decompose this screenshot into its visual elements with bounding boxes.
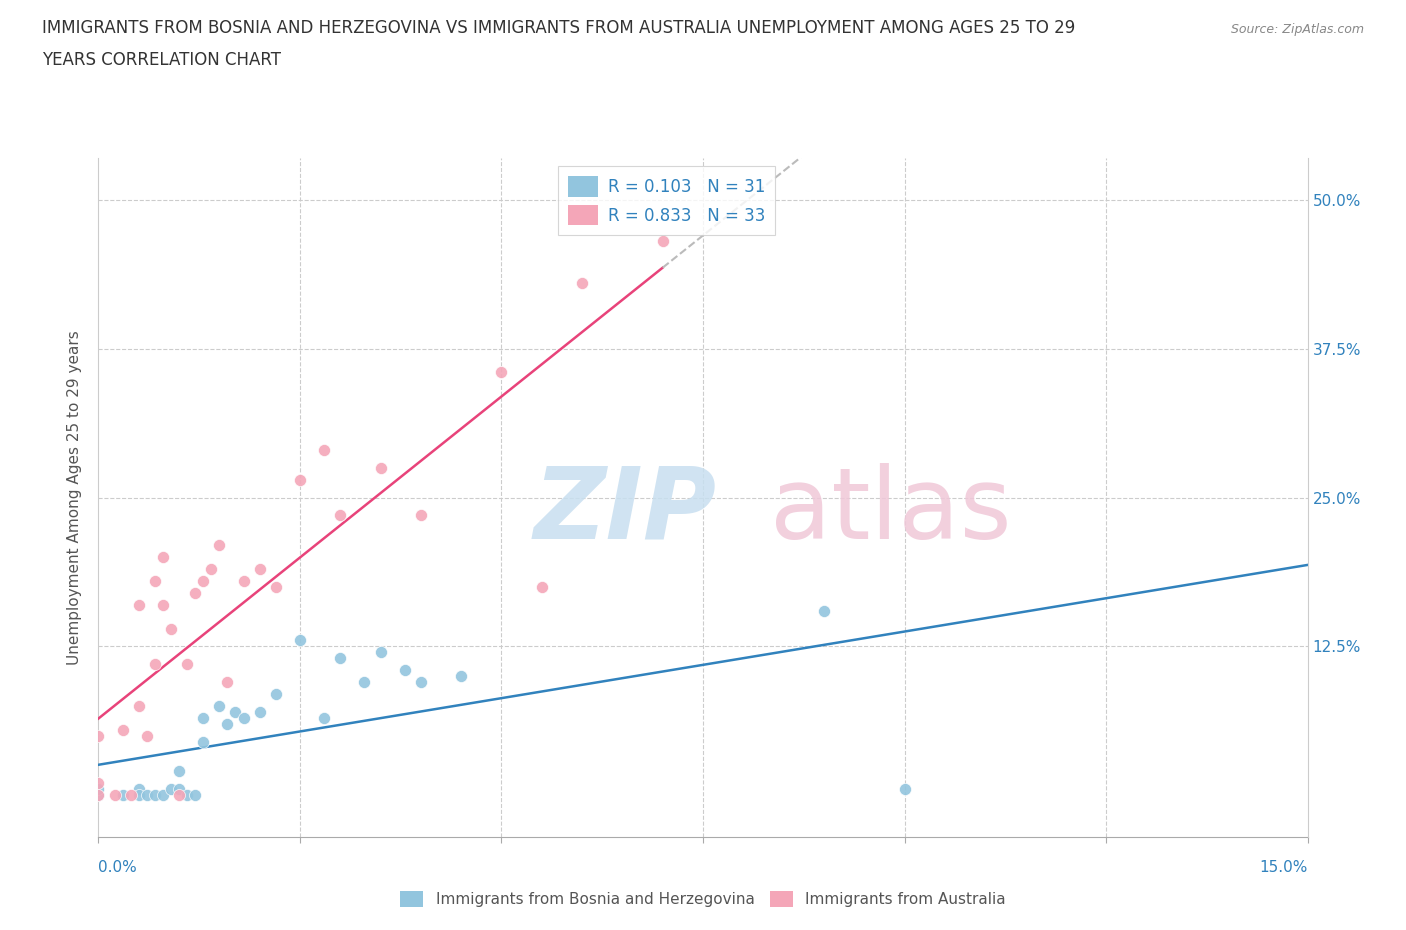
Point [87, 728, 110, 743]
Point [208, 538, 231, 552]
Text: atlas: atlas [769, 462, 1011, 560]
Point [143, 788, 166, 803]
Point [288, 633, 311, 648]
Point [232, 711, 254, 725]
Point [264, 579, 287, 594]
Point [530, 579, 553, 594]
Text: IMMIGRANTS FROM BOSNIA AND HERZEGOVINA VS IMMIGRANTS FROM AUSTRALIA UNEMPLOYMENT: IMMIGRANTS FROM BOSNIA AND HERZEGOVINA V… [42, 19, 1076, 36]
Point [217, 716, 239, 731]
Point [87, 788, 110, 803]
Point [264, 686, 287, 701]
Text: YEARS CORRELATION CHART: YEARS CORRELATION CHART [42, 51, 281, 69]
Text: ZIP: ZIP [534, 462, 717, 560]
Point [87, 782, 110, 797]
Point [87, 776, 110, 790]
Point [128, 782, 150, 797]
Point [167, 764, 190, 779]
Point [813, 604, 835, 618]
Point [394, 663, 416, 678]
Point [370, 644, 392, 659]
Point [111, 723, 134, 737]
Point [167, 788, 190, 803]
Point [152, 788, 174, 803]
Point [893, 782, 915, 797]
Point [249, 705, 271, 720]
Point [409, 508, 432, 523]
Point [314, 443, 336, 458]
Point [314, 711, 336, 725]
Point [329, 651, 352, 666]
Point [491, 365, 513, 380]
Text: 0.0%: 0.0% [98, 860, 138, 875]
Point [353, 675, 375, 690]
Point [176, 788, 198, 803]
Point [143, 574, 166, 589]
Point [450, 669, 472, 684]
Text: 15.0%: 15.0% [1260, 860, 1308, 875]
Point [152, 550, 174, 565]
Point [200, 562, 222, 577]
Point [135, 788, 157, 803]
Point [152, 597, 174, 612]
Point [128, 788, 150, 803]
Point [160, 621, 183, 636]
Point [651, 234, 673, 249]
Point [128, 597, 150, 612]
Point [249, 562, 271, 577]
Point [184, 585, 207, 600]
Point [135, 728, 157, 743]
Point [232, 574, 254, 589]
Point [217, 675, 239, 690]
Point [288, 472, 311, 487]
Point [120, 788, 142, 803]
Point [571, 275, 593, 290]
Point [329, 508, 352, 523]
Point [87, 788, 110, 803]
Text: Source: ZipAtlas.com: Source: ZipAtlas.com [1230, 23, 1364, 36]
Point [103, 788, 125, 803]
Y-axis label: Unemployment Among Ages 25 to 29 years: Unemployment Among Ages 25 to 29 years [67, 330, 83, 665]
Point [111, 788, 134, 803]
Point [167, 782, 190, 797]
Point [184, 788, 207, 803]
Point [193, 574, 215, 589]
Point [143, 657, 166, 671]
Legend: Immigrants from Bosnia and Herzegovina, Immigrants from Australia: Immigrants from Bosnia and Herzegovina, … [394, 884, 1012, 913]
Point [208, 698, 231, 713]
Legend: R = 0.103   N = 31, R = 0.833   N = 33: R = 0.103 N = 31, R = 0.833 N = 33 [558, 166, 776, 235]
Point [370, 460, 392, 475]
Point [193, 711, 215, 725]
Point [409, 675, 432, 690]
Point [224, 705, 246, 720]
Point [160, 782, 183, 797]
Point [128, 698, 150, 713]
Point [176, 657, 198, 671]
Point [193, 735, 215, 750]
